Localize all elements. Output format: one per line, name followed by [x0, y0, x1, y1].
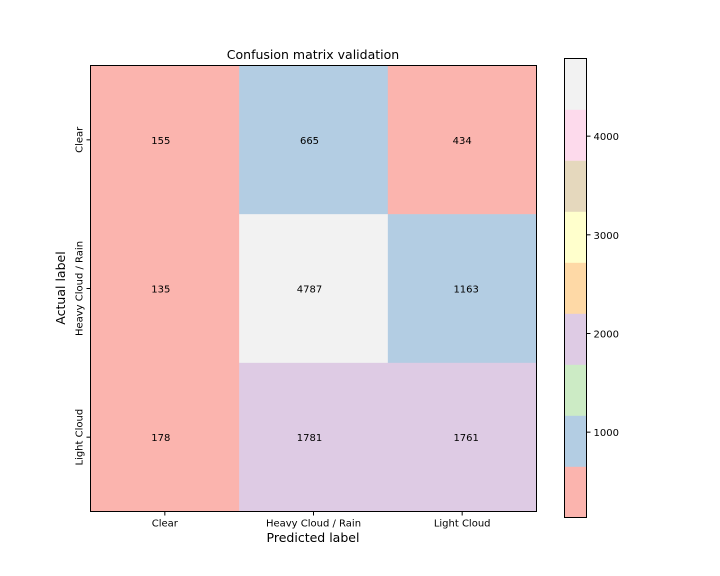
y-tick-label: Heavy Cloud / Rain — [75, 241, 86, 336]
colorbar-frame — [564, 58, 587, 518]
colorbar-segment — [564, 466, 587, 518]
colorbar-tick-label: 3000 — [594, 231, 619, 242]
colorbar-segment — [564, 160, 587, 212]
colorbar-segment — [564, 313, 587, 365]
colorbar-segment — [564, 211, 587, 263]
heatmap-cell — [90, 214, 240, 364]
colorbar-tick-label: 4000 — [594, 132, 619, 143]
y-tick-label: Clear — [75, 126, 86, 153]
colorbar-tick-label: 1000 — [594, 428, 619, 439]
heatmap-cell — [387, 65, 537, 215]
y-axis-ticks: Clear Heavy Cloud / Rain Light Cloud — [75, 126, 91, 466]
y-axis-label: Actual label — [53, 251, 68, 324]
colorbar-segment — [564, 415, 587, 467]
colorbar-segment — [564, 58, 587, 110]
x-axis-label: Predicted label — [267, 530, 360, 545]
cell-value-label: 1781 — [297, 433, 322, 444]
x-tick-label: Clear — [152, 519, 179, 530]
cell-value-label: 1163 — [453, 285, 478, 296]
cell-value-label: 135 — [151, 285, 170, 296]
heatmap-cell — [387, 362, 537, 512]
cell-value-label: 1761 — [453, 433, 478, 444]
heatmap-cell-labels: 155 665 434 135 4787 1163 178 1781 1761 — [151, 136, 479, 444]
colorbar-tick-label: 2000 — [594, 329, 619, 340]
cell-value-label: 4787 — [297, 285, 322, 296]
heatmap-cell — [239, 65, 389, 215]
heatmap-cell — [387, 214, 537, 364]
cell-value-label: 434 — [453, 136, 472, 147]
colorbar: 1000 2000 3000 4000 — [564, 58, 619, 518]
chart-title: Confusion matrix validation — [227, 47, 399, 62]
colorbar-segment — [564, 364, 587, 416]
heatmap-cell — [90, 65, 240, 215]
x-axis-ticks: Clear Heavy Cloud / Rain Light Cloud — [152, 511, 491, 530]
x-tick-label: Light Cloud — [434, 519, 491, 530]
heatmap-cells — [90, 65, 537, 512]
colorbar-segment — [564, 262, 587, 314]
cell-value-label: 665 — [300, 136, 319, 147]
cell-value-label: 178 — [151, 433, 170, 444]
heatmap-cell — [239, 362, 389, 512]
cell-value-label: 155 — [151, 136, 170, 147]
colorbar-segment — [564, 109, 587, 161]
y-tick-label: Light Cloud — [75, 409, 86, 466]
heatmap-cell — [90, 362, 240, 512]
x-tick-label: Heavy Cloud / Rain — [266, 519, 361, 530]
heatmap-cell — [239, 214, 389, 364]
